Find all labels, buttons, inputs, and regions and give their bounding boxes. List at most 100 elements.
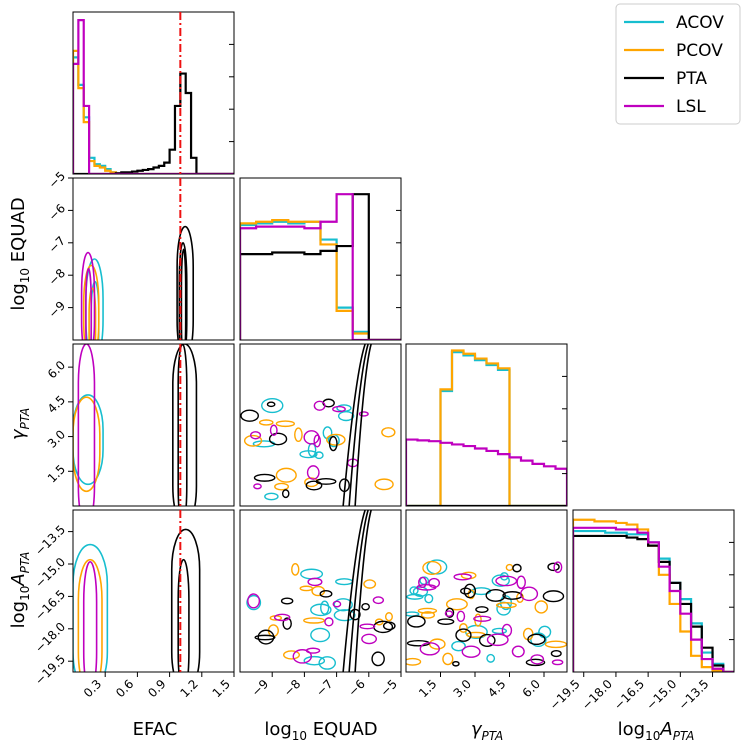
contour-blob-r2c1-pta [281, 489, 290, 499]
ytick-label-logA: −18.0 [32, 620, 68, 656]
xtick-label-EFAC: 0.3 [81, 677, 104, 700]
contour-blob-r3c2-pcov [442, 652, 454, 666]
xtick-label-EFAC: 1.5 [210, 677, 233, 700]
contour-blob-r3c1-pta [319, 589, 333, 598]
contour-blob-r3c2-pcov [417, 607, 438, 614]
contour-blob-r3c1-acov [320, 600, 330, 615]
xtick-label-EQUAD: −5 [378, 677, 400, 699]
xtick-label-gamma: 4.5 [485, 677, 508, 700]
contour-blob-r3c2-acov [491, 574, 510, 587]
contour-EQUAD_vs_EFAC-lsl-0 [80, 251, 96, 340]
hist-efac-pta [73, 72, 234, 174]
hist-frame-efac [72, 11, 235, 175]
contour-blob-r3c1-acov [300, 568, 324, 580]
contour-blob-r3c2-pta [452, 660, 460, 667]
ylabel-gamma-sub: PTA [18, 408, 32, 430]
contour-blob-r2c1-lsl [313, 400, 326, 411]
hist-frame-gamma [405, 343, 568, 507]
contour-blob-r3c1-pcov [303, 617, 325, 624]
contour-blob-r3c2-acov [424, 593, 434, 604]
contour-gamma_vs_EFAC-acov-0 [73, 394, 104, 486]
contour-blob-r2c1-pcov [243, 434, 263, 447]
contour-blob-r3c2-pta [455, 628, 472, 642]
hist-gamma-lsl [406, 438, 567, 506]
ytick-label-gamma: 6.0 [45, 358, 68, 381]
contour-blob-r3c2-lsl [418, 576, 427, 589]
ylabel-equad-log: log [8, 283, 29, 310]
panels-layer [72, 11, 735, 673]
contour-blob-r2c1-pta [268, 432, 288, 446]
contour-blob-r3c1-pta [371, 651, 385, 667]
contour-blob-r2c1-lsl [313, 434, 321, 448]
ytick-label-EQUAD: −5 [46, 169, 68, 191]
contour-blob-r2c1-acov [264, 492, 279, 501]
ytick-label-logA: −13.5 [32, 522, 68, 558]
contour-blob-r3c1-acov [303, 655, 326, 666]
contour-blob-r3c1-lsl [372, 596, 385, 605]
contour-blob-r2c1-pta [253, 473, 276, 482]
contour-blob-r3c1-lsl [307, 577, 323, 587]
contour-blob-r3c2-pcov [534, 600, 549, 614]
contour-panel-r3-c2 [405, 509, 568, 673]
xtick-label-gamma: 3.0 [451, 677, 474, 700]
contour-panel-r3-c0 [72, 509, 235, 673]
contour-blob-r2c1-pta [240, 409, 259, 422]
contour-gamma_vs_EFAC-pta-1 [177, 344, 188, 506]
contour-blob-r3c2-acov [486, 653, 496, 663]
contour-EQUAD_vs_EFAC-pta-0 [176, 225, 195, 340]
legend-label-acov: ACOV [676, 13, 724, 33]
contour-blob-r3c1-lsl [332, 600, 342, 608]
contour-blob-r3c2-lsl [456, 610, 466, 623]
contour-blob-r3c1-lsl [292, 649, 313, 664]
ylabel-gamma-main: γ [8, 428, 29, 440]
contour-blob-r2c1-pcov [274, 482, 290, 491]
legend: ACOV PCOV PTA LSL [615, 3, 741, 125]
hist-panel-equad [239, 177, 402, 341]
contour-blob-r3c1-lsl [359, 623, 376, 630]
hist-logA-acov [573, 529, 734, 672]
xlabel-equad: log10 EQUAD [264, 719, 377, 743]
xlabel-gamma-main: γ [471, 719, 483, 740]
contour-edge-pta [354, 344, 372, 506]
xlabel-logA-log: log [618, 719, 645, 740]
contour-blob-r3c2-pta [525, 658, 546, 667]
hist-gamma-acov [406, 351, 567, 506]
contour-blob-r3c2-lsl [553, 561, 563, 574]
contour-blob-r2c1-acov [261, 398, 284, 414]
ticks-layer: 0.3 0.6 0.9 1.2 1.5 −9 −8 −7 −6 −5 1.5 3.0 4.5 6.0 −19… [32, 43, 734, 713]
contour-blob-r3c2-lsl [486, 633, 509, 647]
xtick-label-EQUAD: −6 [345, 677, 367, 699]
contour-blob-r3c2-pta [527, 633, 546, 646]
hist-logA-lsl [573, 526, 734, 672]
contour-blob-r2c1-pcov [275, 420, 295, 428]
contour-blob-r3c1-acov [246, 594, 262, 611]
xlabel-logA-main: A [659, 719, 672, 740]
contour-blob-r3c2-lsl [551, 659, 564, 666]
contour-blob-r3c2-pta [437, 618, 455, 625]
contour-EQUAD_vs_EFAC-pta-2 [180, 248, 187, 340]
hist-equad-pta [240, 193, 401, 340]
contour-logA_vs_EFAC-pta-1 [177, 558, 190, 672]
contour-edge-pta [342, 510, 366, 672]
contour-blob-r2c1-acov [314, 451, 324, 460]
contour-blob-r3c2-pta [485, 588, 506, 602]
ytick-label-EQUAD: −8 [46, 266, 68, 288]
contour-logA_vs_EFAC-pcov-0 [77, 558, 103, 672]
contour-blob-r2c1-lsl [332, 405, 346, 413]
contour-blob-r3c2-lsl [511, 645, 525, 658]
xlabel-logA: log10APTA [618, 719, 695, 743]
contour-blob-r3c1-pta [282, 617, 292, 630]
xtick-label-EFAC: 1.2 [177, 677, 200, 700]
hist-panel-logA [572, 509, 735, 673]
xtick-label-gamma: 1.5 [416, 677, 439, 700]
contour-blob-r3c2-pta [547, 562, 560, 572]
ylabel-logA: log10APTA [8, 552, 32, 629]
xtick-label-gamma: 6.0 [520, 677, 543, 700]
xtick-label-EFAC: 0.6 [113, 677, 136, 700]
ylabel-equad-text: EQUAD [8, 197, 29, 268]
contour-blob-r3c2-pcov [422, 560, 442, 575]
xtick-label-logA: −16.5 [611, 677, 647, 713]
contour-edge-pta [342, 344, 366, 506]
ytick-label-EQUAD: −9 [46, 298, 68, 320]
